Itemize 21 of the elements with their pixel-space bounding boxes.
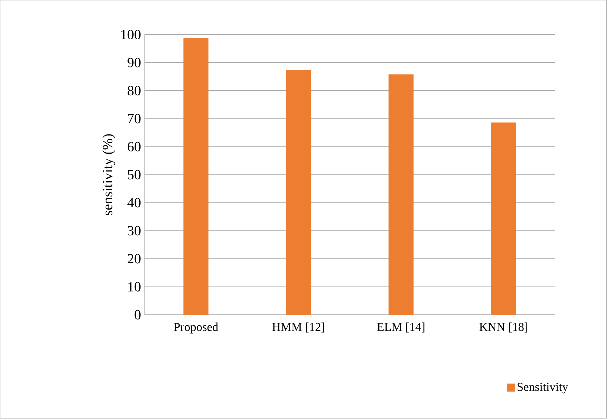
y-tick-label: 0 (134, 310, 141, 320)
bar (286, 70, 312, 316)
y-tick-label: 80 (128, 86, 141, 96)
bar (184, 38, 209, 316)
y-tick-label: 10 (128, 282, 141, 292)
y-tick-label: 40 (128, 198, 141, 208)
x-tick-label: KNN [18] (480, 322, 528, 333)
legend-label: Sensitivity (518, 383, 568, 394)
y-tick-label: 20 (128, 254, 141, 264)
y-tick-label: 50 (128, 170, 141, 180)
y-tick-label: 30 (128, 226, 141, 236)
x-tick-label: ELM [14] (377, 322, 425, 333)
bar (388, 74, 414, 316)
bar (491, 122, 516, 316)
y-axis-title: sensitivity (%) (102, 134, 116, 216)
x-tick-label: HMM [12] (272, 322, 324, 333)
y-tick-label: 60 (128, 142, 141, 152)
x-tick-label: Proposed (174, 322, 218, 334)
y-tick-label: 100 (122, 30, 141, 40)
y-tick-label: 90 (128, 58, 141, 68)
y-tick-label: 70 (128, 114, 141, 124)
